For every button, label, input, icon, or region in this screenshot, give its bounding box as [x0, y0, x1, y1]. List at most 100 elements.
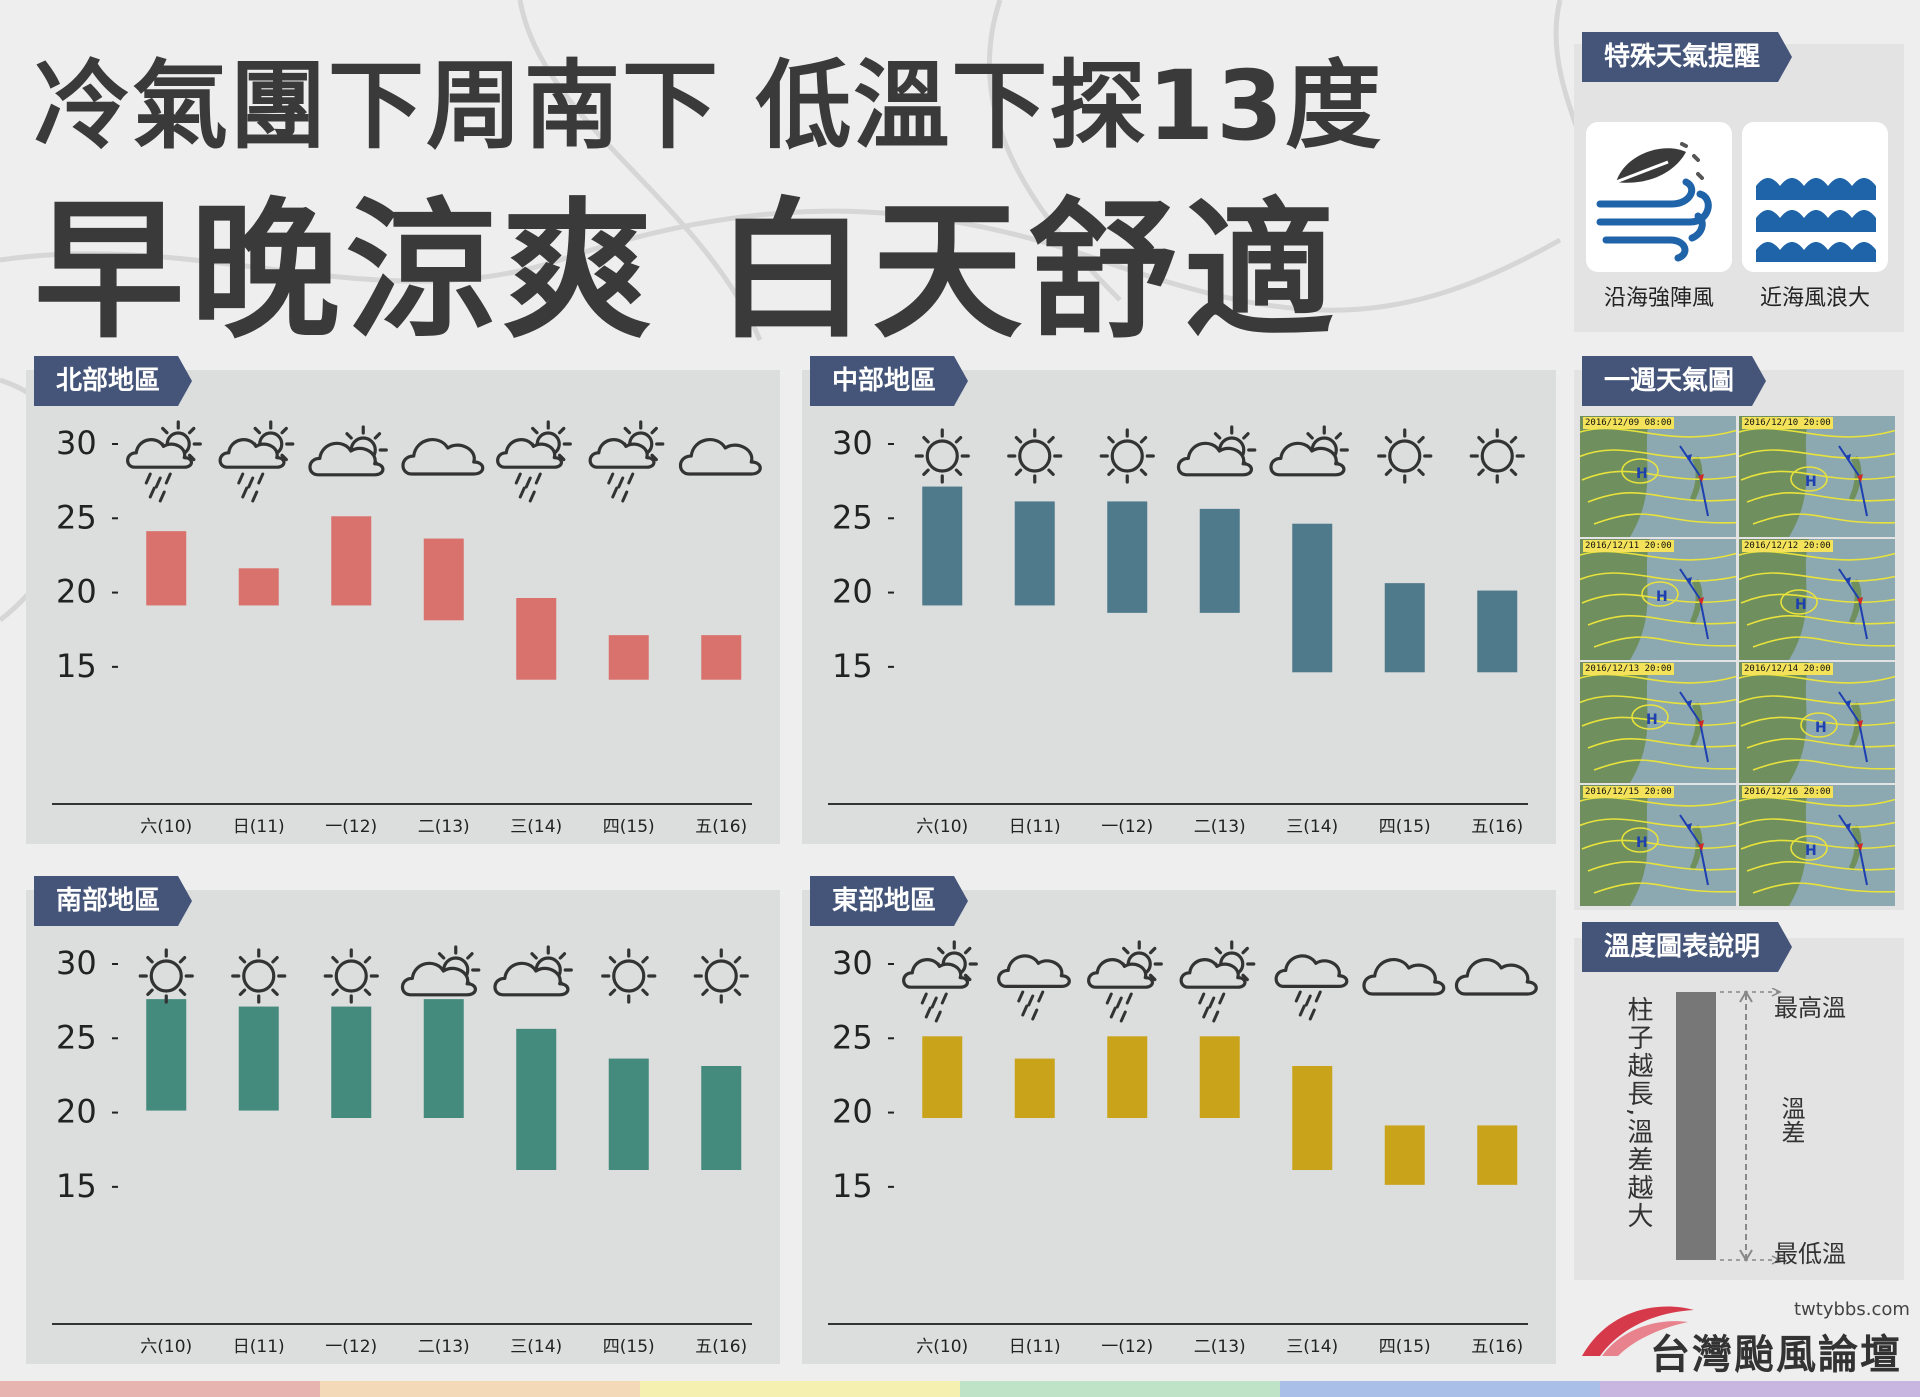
svg-text:H: H [1646, 712, 1658, 728]
footer-stripe [1600, 1381, 1920, 1397]
y-tick-label: 30 [56, 424, 97, 462]
weather-map-thumbnail[interactable]: H 2016/12/10 20:00 [1739, 416, 1895, 537]
y-tick-label: 25 [832, 1018, 873, 1056]
y-tick-label: 25 [832, 498, 873, 536]
x-tick-label: 日(11) [1009, 1337, 1061, 1357]
cloud-rain-icon [997, 954, 1071, 1021]
temperature-range-bar [1477, 590, 1518, 673]
y-tick-label: 30 [832, 944, 873, 982]
sun-icon [1469, 428, 1525, 484]
x-tick-label: 五(16) [1471, 1337, 1523, 1357]
weather-map-thumbnail[interactable]: H 2016/12/09 08:00 [1580, 416, 1736, 537]
svg-text:H: H [1636, 466, 1648, 482]
x-tick-label: 一(12) [325, 817, 377, 837]
sun-icon [138, 948, 194, 1004]
sun-icon [601, 948, 657, 1004]
sun-icon [1007, 428, 1063, 484]
y-tick-label: 30 [56, 944, 97, 982]
legend-diagram [1676, 988, 1782, 1265]
weather-map-thumbnail[interactable]: H 2016/12/11 20:00 [1580, 539, 1736, 660]
weather-map-thumbnail[interactable]: H 2016/12/12 20:00 [1739, 539, 1895, 660]
svg-text:H: H [1795, 597, 1807, 613]
legend-bar [1676, 992, 1716, 1260]
footer-stripe [0, 1381, 320, 1397]
y-tick-label: 25 [56, 1018, 97, 1056]
cloud-rain-icon [1274, 954, 1349, 1021]
headline-line-2: 早晚涼爽 白天舒適 [34, 185, 1341, 359]
north-temperature-chart: 30 25 20 15 六(10) 日(11) 一(12) 二(13) 三(14) 四(15) 五(… [52, 420, 762, 837]
weather-map-thumbnail[interactable]: H 2016/12/16 20:00 [1739, 785, 1895, 906]
weather-map-date: 2016/12/14 20:00 [1742, 663, 1833, 675]
y-tick-label: 20 [832, 573, 873, 611]
x-tick-label: 六(10) [140, 817, 192, 837]
sun-cloud-rain-icon [1179, 940, 1256, 1023]
temperature-range-bar [1292, 523, 1333, 673]
sun-cloud-rain-icon [496, 420, 572, 503]
weather-map-thumbnail[interactable]: H 2016/12/14 20:00 [1739, 662, 1895, 783]
footer-stripe [640, 1381, 960, 1397]
sun-cloud-rain-icon [902, 940, 978, 1023]
x-tick-label: 日(11) [1009, 817, 1061, 837]
x-tick-label: 二(13) [418, 1337, 470, 1357]
y-tick-label: 20 [832, 1093, 873, 1131]
weather-map-date: 2016/12/13 20:00 [1583, 663, 1674, 675]
sea-waves-label: 近海風浪大 [1759, 286, 1870, 311]
legend-diff-label: 溫差 [1777, 1096, 1805, 1144]
weather-map-graphic: H [1580, 662, 1736, 783]
cloud-icon [1362, 958, 1446, 996]
y-tick-label: 15 [832, 1167, 873, 1205]
y-tick-label: 25 [56, 498, 97, 536]
temperature-range-bar [701, 1066, 742, 1170]
forum-logo-swoosh [1582, 1306, 1694, 1356]
x-tick-label: 六(10) [916, 817, 968, 837]
sea-waves-card [1742, 122, 1888, 272]
temperature-range-bar [423, 538, 464, 621]
weather-map-thumbnail[interactable]: H 2016/12/13 20:00 [1580, 662, 1736, 783]
x-tick-label: 六(10) [140, 1337, 192, 1357]
south-region-tag: 南部地區 [34, 876, 193, 926]
legend-low-label: 最低溫 [1774, 1240, 1846, 1268]
y-tick-label: 20 [56, 573, 97, 611]
temperature-range-bar [608, 1058, 649, 1170]
temperature-range-bar [1107, 1036, 1148, 1118]
weather-map-graphic: H [1739, 662, 1895, 783]
temperature-range-bar [423, 999, 464, 1118]
cloud-icon [678, 438, 762, 476]
cloud-icon [1454, 958, 1538, 996]
weather-map-graphic: H [1739, 539, 1895, 660]
weather-map-date: 2016/12/15 20:00 [1583, 786, 1674, 798]
temperature-range-bar [1384, 583, 1425, 673]
site-url: twtybbs.com [1794, 1299, 1910, 1320]
y-tick-label: 15 [56, 1167, 97, 1205]
sun-cloud-icon [1176, 425, 1257, 477]
forum-name: 台灣颱風論壇 [1650, 1332, 1902, 1378]
south-temperature-chart: 30 25 20 15 六(10) 日(11) 一(12) 二(13) 三(14) 四(15) 五(… [52, 944, 752, 1357]
weather-map-thumbnail[interactable]: H 2016/12/15 20:00 [1580, 785, 1736, 906]
legend-box [1574, 938, 1904, 1280]
svg-text:H: H [1805, 474, 1817, 490]
x-tick-label: 四(15) [1379, 1337, 1431, 1357]
footer-stripe [320, 1381, 640, 1397]
y-tick-label: 15 [56, 647, 97, 685]
weather-map-date: 2016/12/11 20:00 [1583, 540, 1674, 552]
x-tick-label: 一(12) [325, 1337, 377, 1357]
x-tick-label: 三(14) [510, 1337, 562, 1357]
footer-stripe [960, 1381, 1280, 1397]
temperature-range-bar [238, 568, 279, 606]
weather-map-graphic: H [1580, 416, 1736, 537]
x-tick-label: 一(12) [1101, 817, 1153, 837]
temperature-range-bar [1292, 1066, 1333, 1170]
weather-map-graphic: H [1739, 416, 1895, 537]
east-temperature-chart: 30 25 20 15 六(10) 日(11) 一(12) 二(13) 三(14) 四(15) 五(… [828, 940, 1538, 1357]
temperature-range-bar [331, 1006, 372, 1118]
x-tick-label: 五(16) [695, 1337, 747, 1357]
x-tick-label: 一(12) [1101, 1337, 1153, 1357]
north-region-tag: 北部地區 [34, 356, 193, 406]
x-tick-label: 日(11) [233, 1337, 285, 1357]
weather-map-date: 2016/12/12 20:00 [1742, 540, 1833, 552]
weather-map-date: 2016/12/09 08:00 [1583, 417, 1674, 429]
x-tick-label: 日(11) [233, 817, 285, 837]
waves-icon [1756, 178, 1876, 262]
y-tick-label: 20 [56, 1093, 97, 1131]
sun-cloud-icon [400, 945, 481, 997]
